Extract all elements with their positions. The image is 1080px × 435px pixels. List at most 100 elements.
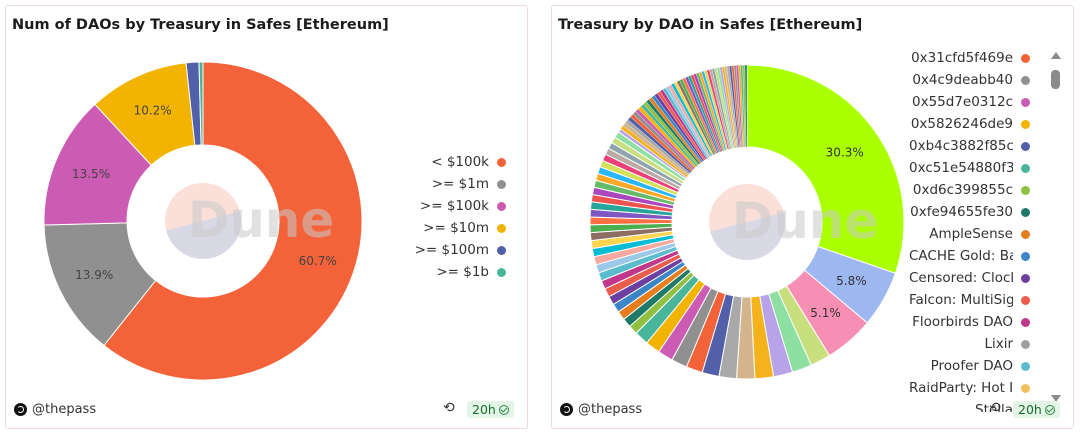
legend-item[interactable]: 0xb4c3882f85c [909, 138, 1030, 154]
legend-item[interactable]: 0x55d7e0312c [912, 94, 1030, 110]
legend-swatch [497, 157, 506, 167]
legend-swatch [1021, 97, 1030, 107]
donut-center [165, 183, 241, 259]
author-link[interactable]: @thepass [14, 402, 96, 417]
legend-label: < $100k [431, 154, 489, 170]
legend-item[interactable]: >= $100m [415, 242, 506, 258]
legend-label: 0xfe94655fe30 [910, 204, 1013, 220]
legend-item[interactable]: Proofer DAO [931, 358, 1030, 374]
scroll-thumb[interactable] [1051, 70, 1060, 89]
chart-panel-treasury-by-dao: Treasury by DAO in Safes [Ethereum] 30.3… [551, 5, 1074, 429]
chart-legend: < $100k >= $1m >= $100k >= $10m >= $100m >= $… [386, 154, 506, 289]
slice-data-label: 30.3% [826, 145, 864, 159]
pie-slice[interactable] [746, 64, 905, 274]
legend-item[interactable]: Lixir [984, 336, 1030, 352]
pie-slice[interactable] [198, 61, 204, 146]
legend-item[interactable]: >= $10m [423, 220, 506, 236]
legend-label: >= $10m [423, 220, 489, 236]
legend-swatch [1021, 295, 1030, 305]
legend-label: Proofer DAO [930, 358, 1013, 374]
chart-legend: 0x31cfd5f469e 0x4c9deabb40 0x55d7e0312c 0x5… [908, 50, 1036, 412]
legend-item[interactable]: 0x5826246de9 [911, 116, 1030, 132]
age-badge-text: 20h [1018, 402, 1042, 417]
refresh-icon[interactable]: ⟲ [443, 400, 455, 416]
legend-item[interactable]: < $100k [431, 154, 506, 170]
donut-chart: 30.3% 5.8% 5.1% Dune [589, 64, 905, 380]
legend-swatch [1021, 75, 1030, 85]
age-badge[interactable]: 20h [467, 401, 514, 418]
legend-swatch [1021, 339, 1030, 349]
legend-swatch [1021, 361, 1030, 371]
legend-item[interactable]: 0xc51e54880f3 [909, 160, 1030, 176]
legend-swatch [1021, 251, 1030, 261]
dune-logo-icon [560, 403, 573, 416]
legend-swatch [1021, 383, 1030, 393]
slice-data-label: 10.2% [134, 103, 172, 117]
legend-label: >= $1m [431, 176, 489, 192]
legend-label: Lixir [984, 336, 1013, 352]
legend-label: 0x31cfd5f469e [911, 50, 1013, 66]
legend-item[interactable]: >= $1b [436, 264, 506, 280]
legend-swatch [1021, 53, 1030, 63]
legend-item[interactable]: Censored: Clock [909, 270, 1030, 286]
legend-label: 0xc51e54880f3 [909, 160, 1013, 176]
legend-label: >= $100m [414, 242, 489, 258]
legend-swatch [1021, 119, 1030, 129]
check-icon [498, 404, 509, 415]
legend-item[interactable]: CACHE Gold: Ba [909, 248, 1030, 264]
dune-logo-icon [14, 403, 27, 416]
legend-swatch [1021, 185, 1030, 195]
slice-data-label: 13.5% [72, 167, 110, 181]
author-name: @thepass [578, 402, 643, 417]
slice-data-label: 13.9% [75, 268, 113, 282]
legend-item[interactable]: 0xd6c399855c [913, 182, 1030, 198]
legend-item[interactable]: 0xfe94655fe30 [910, 204, 1030, 220]
legend-swatch [497, 179, 506, 189]
chart-title: Num of DAOs by Treasury in Safes [Ethere… [12, 17, 389, 33]
legend-scrollbar[interactable] [1050, 52, 1062, 402]
legend-label: Censored: Clock [909, 270, 1013, 286]
pie-slice[interactable] [744, 64, 748, 148]
legend-item[interactable]: >= $1m [432, 176, 506, 192]
legend-item[interactable]: RaidParty: Hot I [909, 380, 1030, 396]
age-badge[interactable]: 20h [1013, 401, 1060, 418]
legend-item[interactable]: >= $100k [420, 198, 506, 214]
legend-swatch [1021, 229, 1030, 239]
scroll-down-icon[interactable] [1051, 395, 1061, 402]
legend-label: AmpleSense [929, 226, 1013, 242]
center-disc-shade [166, 211, 241, 259]
age-badge-text: 20h [472, 402, 496, 417]
refresh-icon[interactable]: ⟲ [989, 400, 1001, 416]
legend-label: 0x4c9deabb40 [912, 72, 1013, 88]
donut-center [709, 184, 785, 260]
legend-item[interactable]: AmpleSense [929, 226, 1030, 242]
legend-label: 0x5826246de9 [910, 116, 1013, 132]
legend-swatch [497, 201, 506, 211]
legend-swatch [497, 267, 506, 277]
center-disc-shade [710, 212, 785, 260]
legend-label: Floorbirds DAO [912, 314, 1013, 330]
legend-item[interactable]: Falcon: MultiSig [909, 292, 1030, 308]
legend-item[interactable]: 0x31cfd5f469e [911, 50, 1030, 66]
legend-label: Falcon: MultiSig [909, 292, 1013, 308]
donut-chart: 60.7% 13.9% 13.5% 10.2% Dune [43, 61, 363, 381]
pie-slice[interactable] [103, 61, 363, 381]
legend-swatch [1021, 141, 1030, 151]
legend-swatch [497, 223, 506, 233]
legend-swatch [1021, 163, 1030, 173]
legend-item[interactable]: 0x4c9deabb40 [912, 72, 1030, 88]
legend-swatch [1021, 317, 1030, 327]
slice-data-label: 60.7% [299, 254, 337, 268]
legend-swatch [1021, 207, 1030, 217]
check-icon [1044, 404, 1055, 415]
legend-label: >= $100k [419, 198, 489, 214]
chart-title: Treasury by DAO in Safes [Ethereum] [558, 17, 863, 33]
legend-swatch [1021, 273, 1030, 283]
legend-item[interactable]: Floorbirds DAO [912, 314, 1030, 330]
author-link[interactable]: @thepass [560, 402, 642, 417]
slice-data-label: 5.8% [836, 274, 867, 288]
legend-label: 0xb4c3882f85c [909, 138, 1013, 154]
legend-label: Stella [975, 402, 1013, 412]
scroll-up-icon[interactable] [1051, 52, 1061, 59]
slice-data-label: 5.1% [810, 306, 841, 320]
